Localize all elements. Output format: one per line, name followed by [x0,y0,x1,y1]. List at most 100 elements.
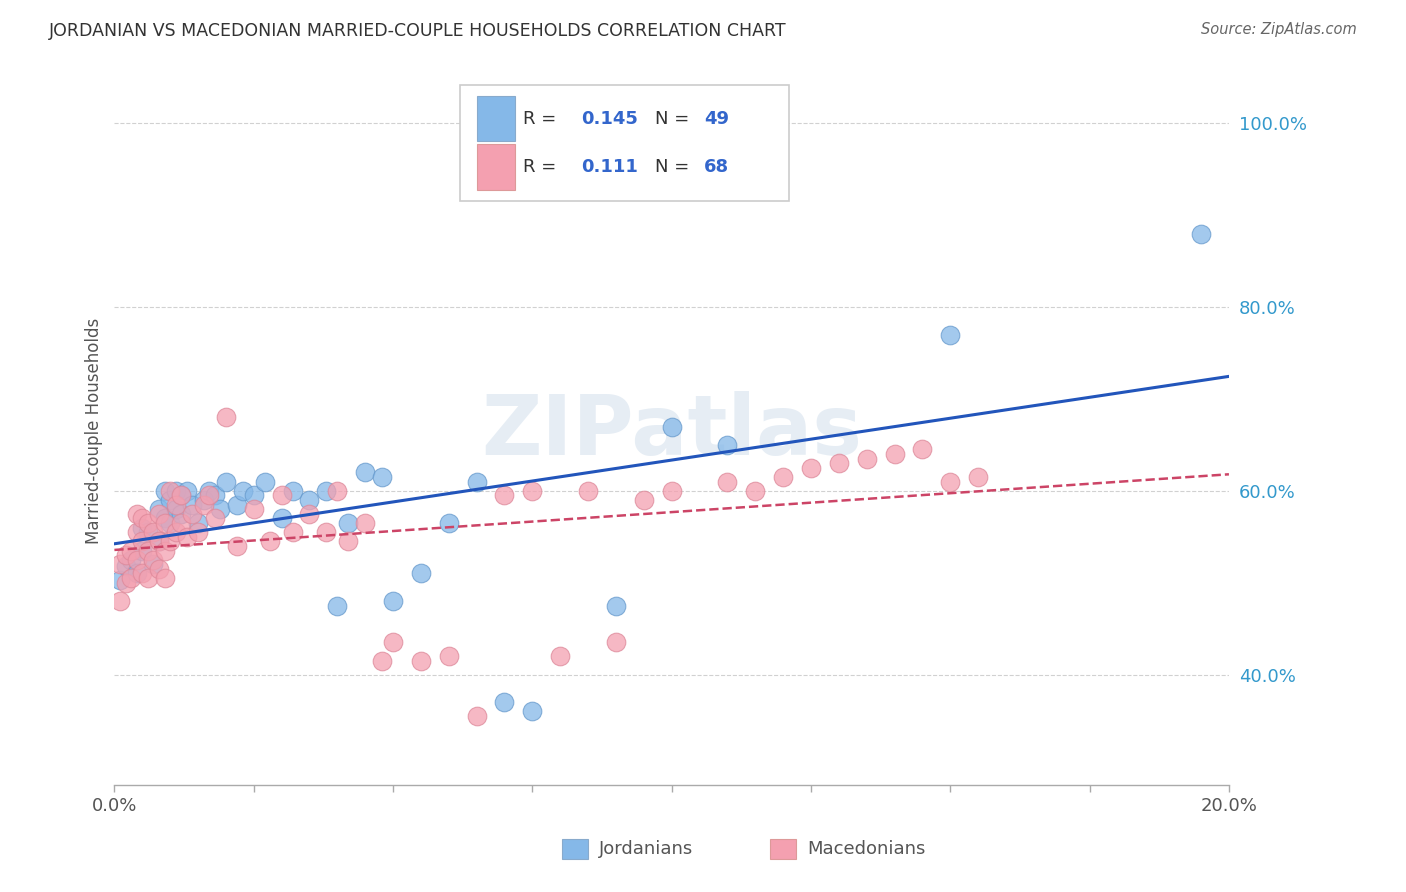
Point [270,511,292,525]
Point [522,704,544,718]
Point [226,539,249,553]
Point [242,488,264,502]
Point [131,566,153,581]
Point [633,493,655,508]
Text: N =: N = [655,110,695,128]
Point [522,483,544,498]
Point [193,498,215,512]
Point [215,475,238,489]
Point [883,447,905,461]
Point [153,571,176,585]
Point [159,493,181,508]
Text: 0.145: 0.145 [582,110,638,128]
Text: 49: 49 [704,110,728,128]
Point [409,654,432,668]
Point [198,483,221,498]
Point [108,573,131,587]
Point [165,483,187,498]
Point [382,635,405,649]
Point [281,483,304,498]
Point [170,488,193,502]
Point [209,502,232,516]
Point [744,483,766,498]
Point [371,654,394,668]
Point [176,530,198,544]
Point [716,438,738,452]
Text: JORDANIAN VS MACEDONIAN MARRIED-COUPLE HOUSEHOLDS CORRELATION CHART: JORDANIAN VS MACEDONIAN MARRIED-COUPLE H… [49,22,787,40]
Point [120,571,142,585]
Point [315,483,337,498]
Point [136,571,159,585]
Point [108,558,131,572]
Point [576,483,599,498]
Point [125,525,148,540]
Point [165,502,187,516]
Text: Jordanians: Jordanians [599,840,693,858]
Point [187,516,209,530]
Point [187,525,209,540]
Text: 68: 68 [704,158,730,176]
Text: ZIPatlas: ZIPatlas [481,391,862,472]
Point [114,559,136,574]
Point [181,498,204,512]
Point [371,470,394,484]
Point [153,511,176,525]
Point [465,709,488,723]
Point [153,516,176,530]
Point [108,594,131,608]
Point [382,594,405,608]
Point [131,534,153,549]
Point [193,493,215,508]
Point [114,575,136,590]
Point [204,511,226,525]
Point [270,488,292,502]
Point [298,507,321,521]
Point [148,502,170,516]
Point [354,466,377,480]
Point [242,502,264,516]
Point [326,483,349,498]
Point [136,525,159,540]
Point [661,419,683,434]
Point [153,543,176,558]
Point [494,488,516,502]
Point [437,516,460,530]
Point [772,470,794,484]
Point [204,488,226,502]
Point [548,649,571,664]
Point [253,475,276,489]
Point [170,507,193,521]
Point [716,475,738,489]
Point [181,507,204,521]
Y-axis label: Married-couple Households: Married-couple Households [86,318,103,544]
Point [967,470,990,484]
Point [148,534,170,549]
Point [828,456,851,470]
Point [136,543,159,558]
Point [337,516,360,530]
Point [176,483,198,498]
Point [131,543,153,558]
Point [855,451,877,466]
Point [148,534,170,549]
Point [226,498,249,512]
Point [1189,227,1212,241]
Point [125,507,148,521]
Point [911,442,934,457]
Point [159,534,181,549]
Point [125,566,148,581]
Point [114,548,136,562]
FancyBboxPatch shape [460,85,789,202]
Point [259,534,281,549]
Point [170,488,193,502]
Point [148,562,170,576]
Point [605,599,627,613]
Point [153,483,176,498]
Point [661,483,683,498]
Text: Source: ZipAtlas.com: Source: ZipAtlas.com [1201,22,1357,37]
Point [131,511,153,525]
Point [198,488,221,502]
Point [165,498,187,512]
Text: 0.111: 0.111 [582,158,638,176]
Text: Macedonians: Macedonians [807,840,925,858]
